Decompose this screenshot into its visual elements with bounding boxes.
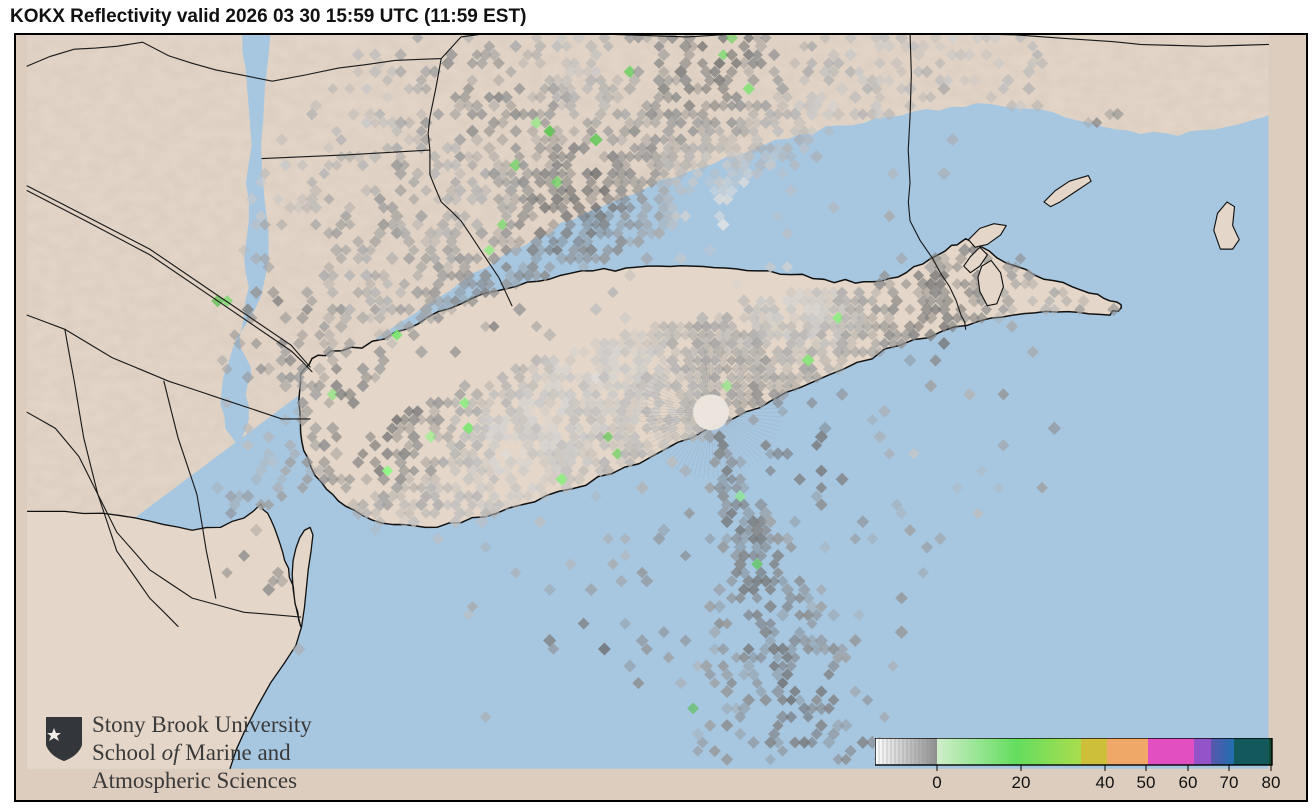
svg-text:20: 20	[1012, 773, 1031, 792]
svg-text:60: 60	[1179, 773, 1198, 792]
svg-text:80: 80	[1262, 773, 1281, 792]
svg-text:70: 70	[1220, 773, 1239, 792]
svg-text:50: 50	[1137, 773, 1156, 792]
svg-text:0: 0	[932, 773, 941, 792]
svg-text:40: 40	[1096, 773, 1115, 792]
